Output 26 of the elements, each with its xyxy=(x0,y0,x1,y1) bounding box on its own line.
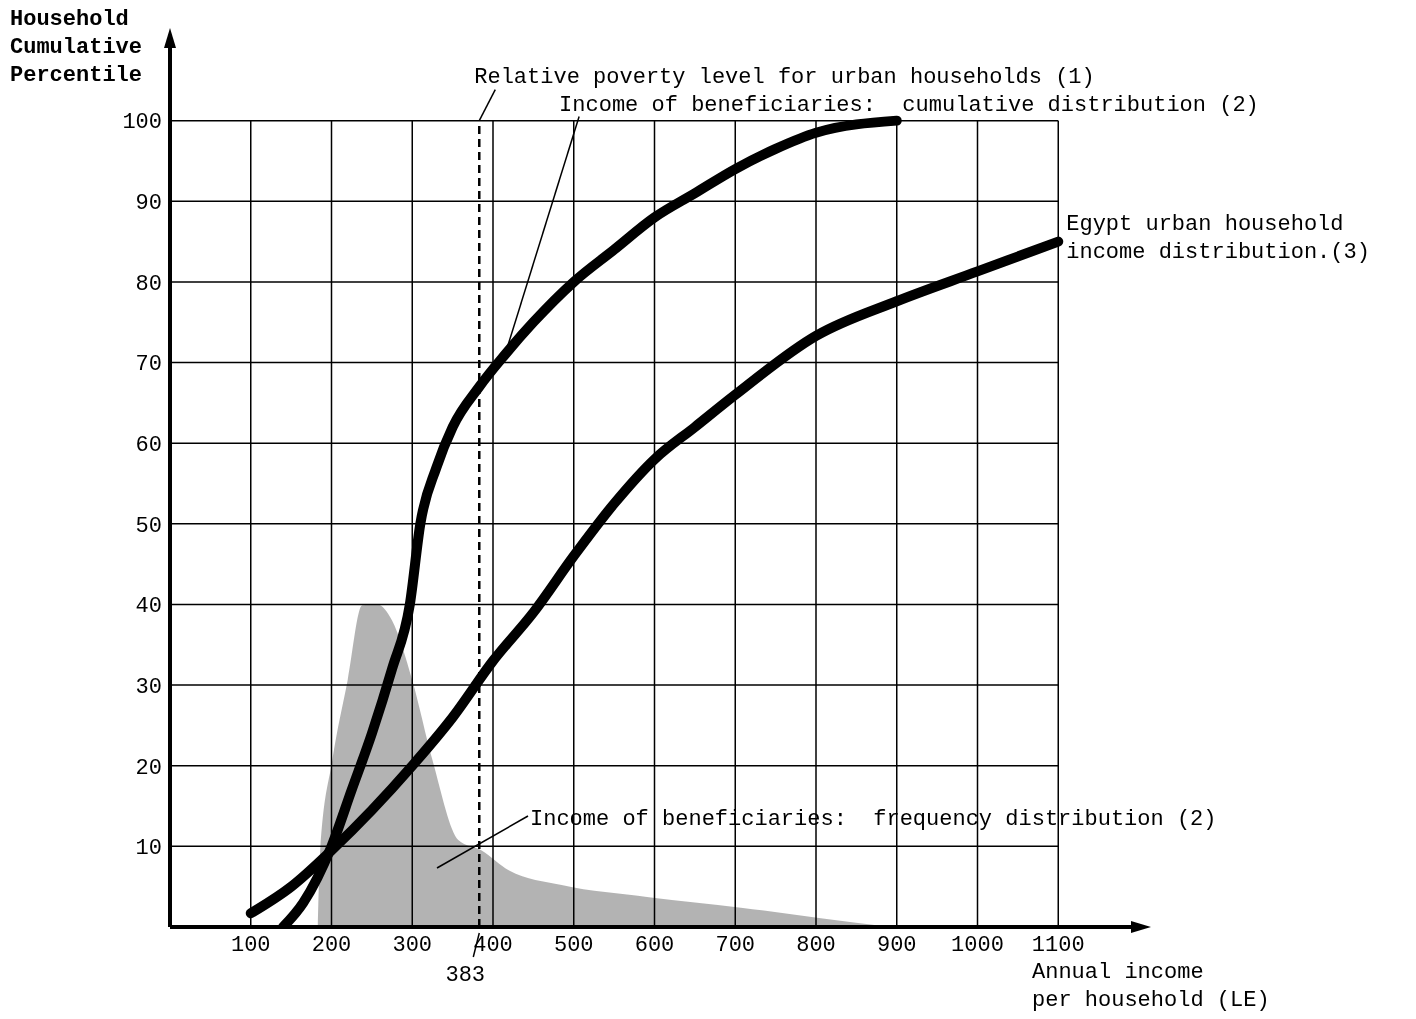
ref-line-label: 383 xyxy=(445,963,486,988)
y-axis-title: Household Cumulative Percentile xyxy=(10,7,143,88)
x-tick-label: 900 xyxy=(876,932,917,958)
annotation: Egypt urban household income distribution.(3) xyxy=(1066,211,1370,265)
y-tick-label: 10 xyxy=(135,836,162,862)
x-tick-label: 1000 xyxy=(951,932,1004,958)
x-tick-label: 500 xyxy=(553,932,594,958)
y-tick-label: 70 xyxy=(135,352,162,378)
x-tick-label: 800 xyxy=(796,932,836,958)
x-tick-label: 1100 xyxy=(1031,932,1085,958)
y-tick-label: 100 xyxy=(122,110,162,136)
x-tick-label: 300 xyxy=(392,932,433,958)
x-tick-label: 700 xyxy=(715,932,756,958)
x-tick-label: 600 xyxy=(634,932,675,958)
y-tick-label: 50 xyxy=(135,513,162,539)
y-tick-label: 80 xyxy=(135,271,162,297)
y-tick-label: 90 xyxy=(135,191,162,217)
x-tick-label: 100 xyxy=(230,932,271,958)
y-tick-label: 30 xyxy=(135,674,162,700)
x-axis-title: Annual income per household (LE) xyxy=(1032,960,1270,1013)
y-tick-label: 40 xyxy=(135,594,162,620)
annotation: Relative poverty level for urban households (1) xyxy=(474,64,1095,90)
x-tick-label: 200 xyxy=(311,932,352,958)
y-tick-label: 20 xyxy=(135,755,162,781)
y-tick-label: 60 xyxy=(135,432,162,458)
annotation: Income of beneficiaries: cumulative distribution (2) xyxy=(559,93,1259,119)
